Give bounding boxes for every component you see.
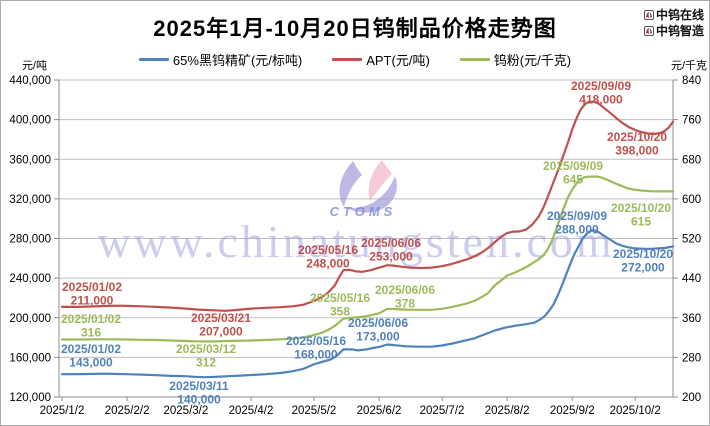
- left-axis-label: 200,000: [9, 313, 51, 325]
- right-axis-unit: 元/千克: [671, 59, 707, 72]
- x-axis-label: 2025/7/2: [420, 405, 465, 417]
- right-axis-label: 520: [682, 234, 701, 246]
- right-axis-label: 280: [682, 352, 701, 364]
- data-point-label: 2025/01/02 316: [61, 312, 121, 340]
- brand-logo-icon: [643, 26, 654, 36]
- chart-title: 2025年1月-10月20日钨制品价格走势图: [153, 16, 557, 41]
- data-point-label: 2025/09/09 288,000: [547, 209, 607, 237]
- data-point-label: 2025/10/20 272,000: [613, 247, 673, 275]
- legend-item-apt: APT(元/吨): [332, 50, 430, 69]
- data-point-label: 2025/06/06 378: [375, 283, 435, 311]
- brand-links: 中钨在线 中钨智造: [643, 7, 704, 39]
- left-axis-label: 320,000: [9, 194, 51, 206]
- x-axis-label: 2025/3/2: [163, 405, 208, 417]
- data-point-label: 2025/01/02 143,000: [61, 342, 121, 370]
- left-axis-label: 240,000: [9, 273, 51, 285]
- data-point-label: 2025/10/20 615: [611, 201, 671, 229]
- x-axis-label: 2025/1/2: [40, 405, 85, 417]
- data-point-label: 2025/05/16 168,000: [286, 334, 346, 362]
- legend-label: 65%黑钨精矿(元/标吨): [172, 53, 303, 68]
- series-line: [60, 175, 675, 343]
- legend-label: APT(元/吨): [366, 53, 430, 68]
- left-axis-label: 440,000: [9, 75, 51, 87]
- x-axis-label: 2025/5/2: [292, 405, 337, 417]
- data-point-label: 2025/05/16 248,000: [298, 243, 358, 271]
- data-point-label: 2025/09/09 645: [543, 159, 603, 187]
- legend-label: 钨粉(元/千克): [493, 53, 572, 68]
- brand-line-1[interactable]: 中钨在线: [643, 7, 704, 23]
- data-point-label: 2025/03/21 207,000: [191, 311, 251, 339]
- x-axis-label: 2025/2/2: [105, 405, 150, 417]
- data-point-label: 2025/01/02 211,000: [62, 280, 122, 308]
- left-axis-label: 360,000: [9, 154, 51, 166]
- right-axis-label: 200: [682, 392, 701, 404]
- legend-swatch-blue: [138, 58, 169, 61]
- data-point-label: 2025/06/06 173,000: [348, 316, 408, 344]
- right-axis-label: 840: [682, 75, 701, 87]
- watermark-url: www.chinatungsten.com: [97, 216, 614, 267]
- data-point-label: 2025/03/12 312: [176, 342, 236, 370]
- brand-logo-icon: [643, 10, 654, 20]
- x-axis-label: 2025/4/2: [229, 405, 274, 417]
- watermark-logo-text: CTOMS: [330, 204, 397, 219]
- right-axis-label: 680: [682, 154, 701, 166]
- legend-item-tungsten-powder: 钨粉(元/千克): [459, 50, 572, 69]
- legend-swatch-red: [332, 58, 363, 61]
- right-axis-label: 440: [682, 273, 701, 285]
- data-point-label: 2025/09/09 418,000: [571, 79, 631, 107]
- left-axis-label: 280,000: [9, 234, 51, 246]
- left-axis-label: 400,000: [9, 115, 51, 127]
- watermark-logo: [339, 160, 397, 213]
- data-point-label: 2025/05/16 358: [310, 291, 370, 319]
- chart-legend: 65%黑钨精矿(元/标吨) APT(元/吨) 钨粉(元/千克): [1, 50, 709, 69]
- brand-line-2[interactable]: 中钨智造: [643, 23, 704, 39]
- legend-item-black-tungsten: 65%黑钨精矿(元/标吨): [138, 50, 303, 69]
- x-axis-label: 2025/8/2: [485, 405, 530, 417]
- right-axis-label: 760: [682, 115, 701, 127]
- legend-swatch-olive: [459, 58, 490, 61]
- left-axis-unit: 元/吨: [22, 59, 47, 72]
- data-point-label: 2025/10/20 398,000: [607, 130, 667, 158]
- right-axis-label: 600: [682, 194, 701, 206]
- right-axis-label: 360: [682, 313, 701, 325]
- series-line: [60, 229, 675, 379]
- x-axis-label: 2025/9/2: [550, 405, 595, 417]
- x-axis-label: 2025/6/2: [357, 405, 402, 417]
- series-line: [60, 100, 675, 312]
- data-point-label: 2025/03/11 140,000: [169, 379, 229, 407]
- data-point-label: 2025/06/06 253,000: [361, 236, 421, 264]
- x-axis-label: 2025/10/2: [610, 405, 661, 417]
- left-axis-label: 160,000: [9, 352, 51, 364]
- left-axis-label: 120,000: [9, 392, 51, 404]
